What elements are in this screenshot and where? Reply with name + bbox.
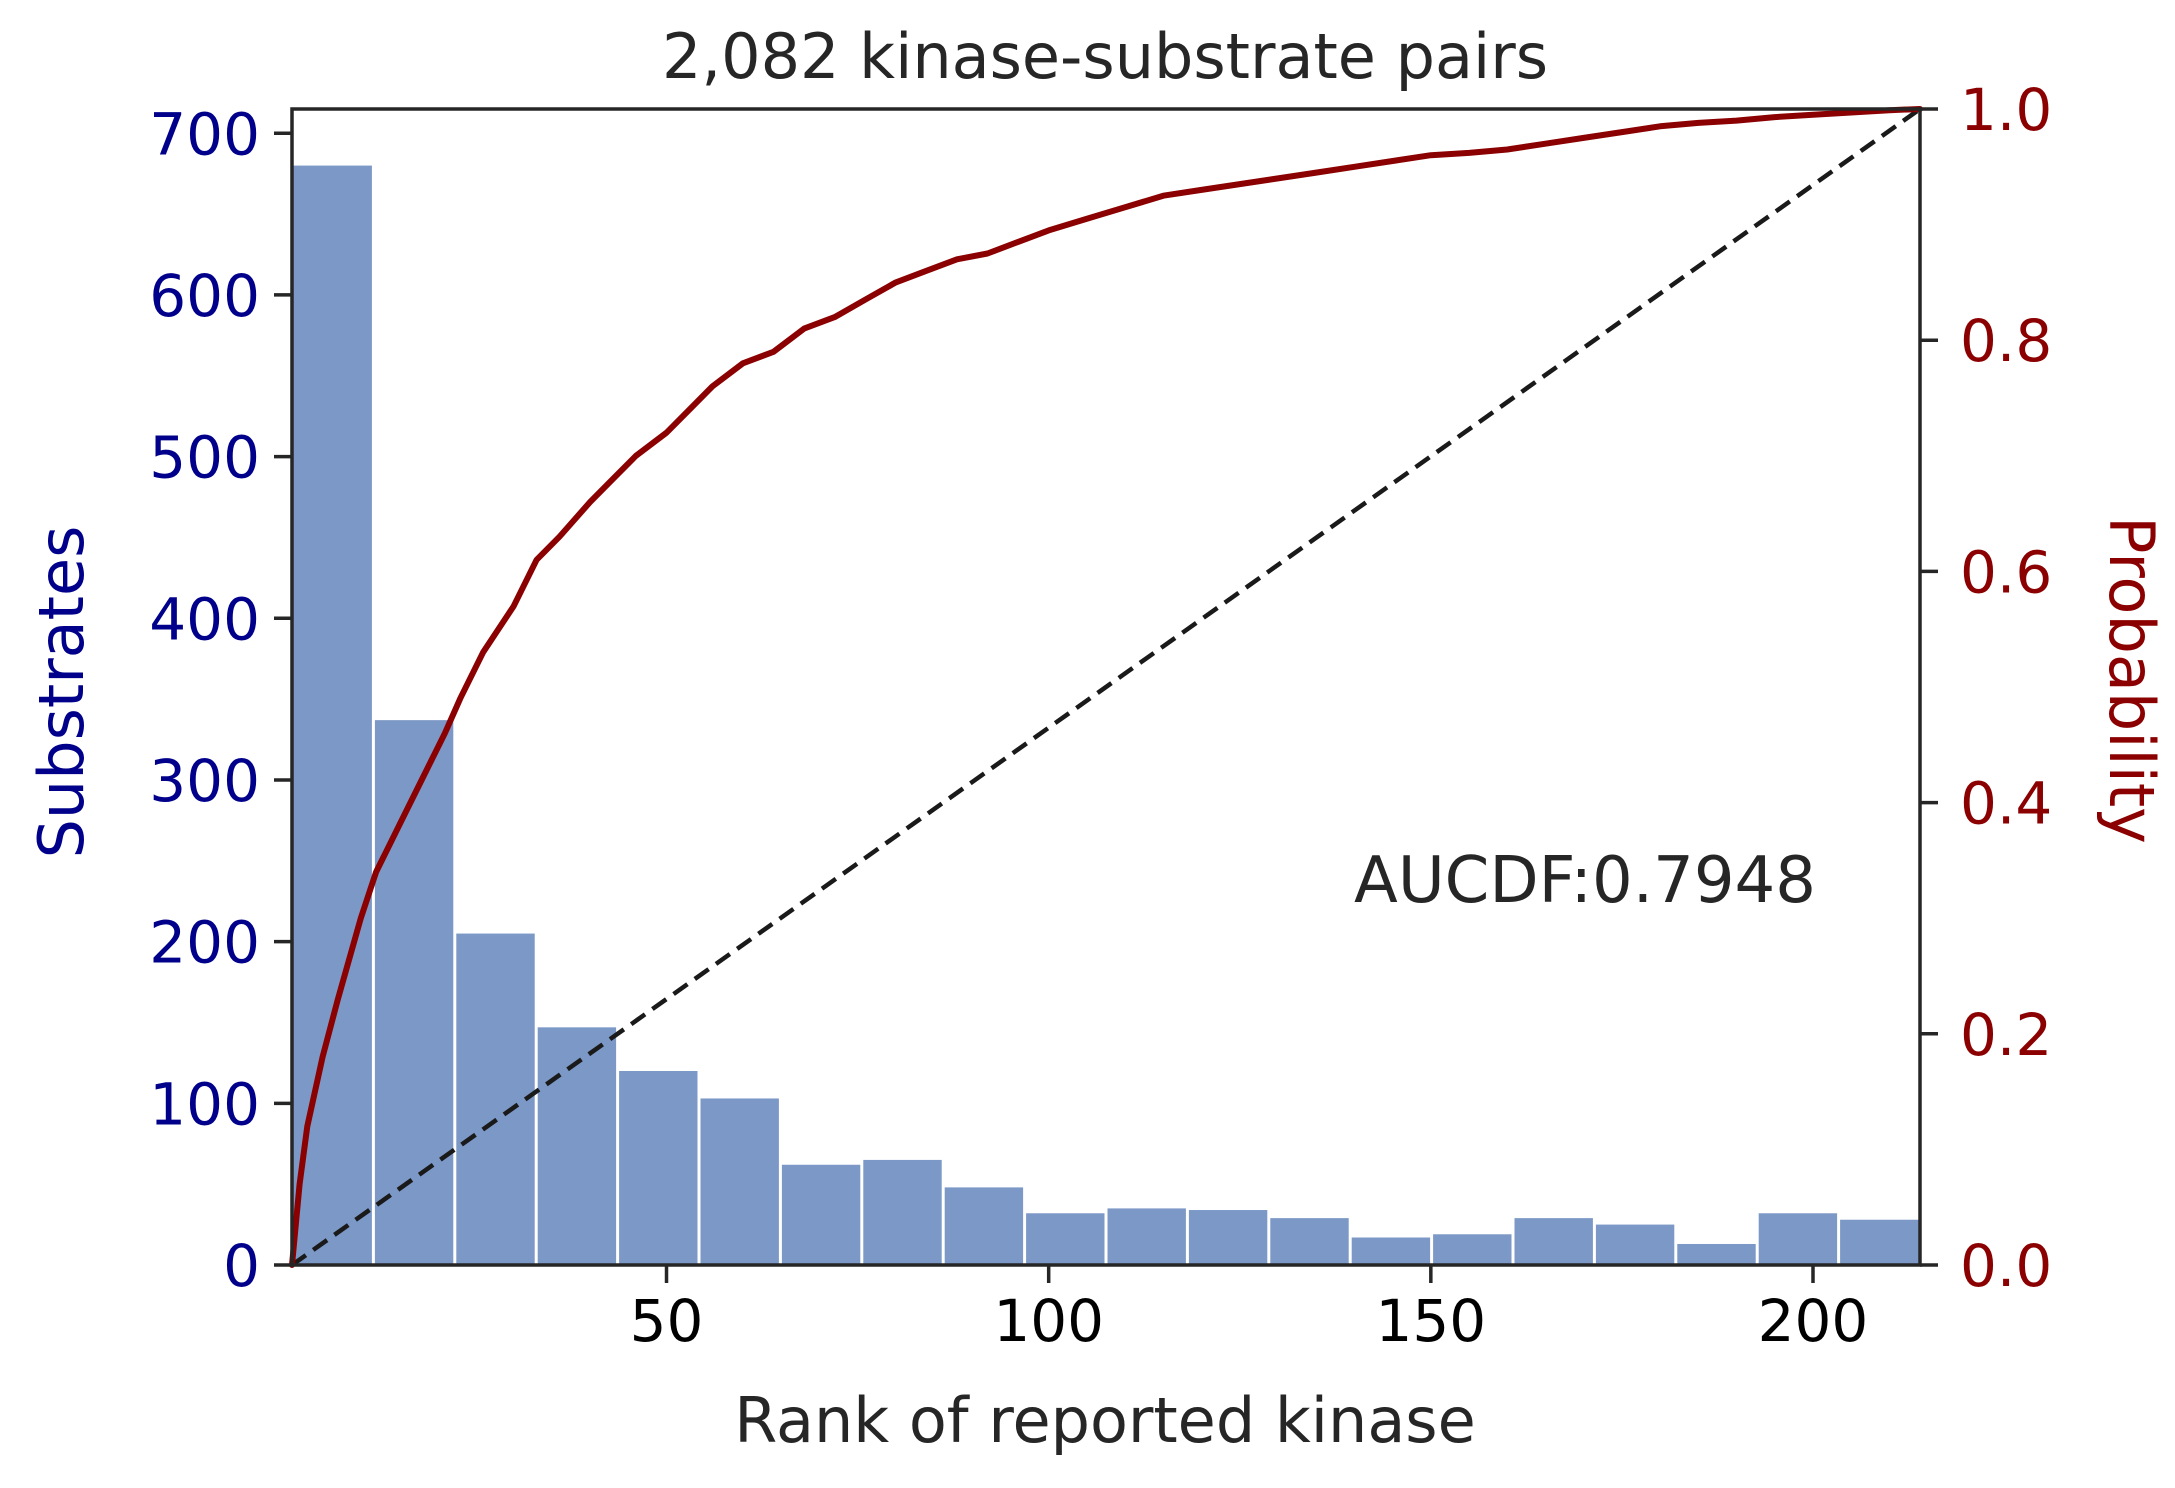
y-tick-label-right: 1.0	[1960, 76, 2052, 144]
x-tick-label: 150	[1375, 1287, 1486, 1355]
histogram-bar	[537, 1027, 617, 1265]
histogram-bar	[700, 1098, 779, 1265]
histogram-bar	[1026, 1213, 1105, 1265]
y-tick-label-left: 300	[149, 747, 260, 815]
histogram-bar	[456, 933, 535, 1265]
y-tick-label-left: 700	[149, 100, 260, 168]
y-axis-label-right: Probability	[2095, 516, 2168, 844]
x-axis-label: Rank of reported kinase	[734, 1384, 1476, 1457]
cdf-line	[289, 106, 1923, 1268]
y-tick-label-left: 400	[149, 585, 260, 653]
y-tick-label-right: 0.6	[1960, 538, 2052, 606]
aucdf-annotation: AUCDF:0.7948	[1354, 844, 1816, 918]
x-tick-label: 50	[630, 1287, 704, 1355]
lines-layer	[289, 106, 1923, 1268]
histogram-bar	[1758, 1213, 1838, 1265]
histogram-bar	[863, 1159, 942, 1265]
y-tick-label-left: 500	[149, 424, 260, 492]
y-axis-label-left: Substrates	[25, 526, 98, 859]
histogram-bar	[781, 1164, 861, 1265]
histogram-bar	[1351, 1237, 1431, 1265]
y-tick-label-left: 600	[149, 262, 260, 330]
histogram-bar	[1188, 1210, 1268, 1265]
histogram-bar	[374, 720, 454, 1265]
y-tick-label-right: 0.0	[1960, 1232, 2052, 1300]
histogram-bar	[944, 1187, 1024, 1265]
x-tick-label: 200	[1758, 1287, 1869, 1355]
histogram-bars	[293, 165, 1919, 1266]
y-tick-label-right: 0.8	[1960, 307, 2052, 375]
histogram-bar	[1433, 1234, 1512, 1265]
axes: 0 100 200 300 400 500 600 700 0.0 0.2 0.4 0.6 0.8 1.0…	[149, 76, 2052, 1355]
plot-frame	[290, 107, 1922, 1267]
histogram-bar	[1514, 1218, 1593, 1265]
y-tick-label-right: 0.4	[1960, 770, 2052, 838]
histogram-bar	[1677, 1243, 1756, 1265]
y-tick-label-left: 200	[149, 909, 260, 977]
histogram-bar	[619, 1070, 698, 1265]
y-tick-label-left: 100	[149, 1070, 260, 1138]
x-tick-label: 100	[993, 1287, 1104, 1355]
histogram-bar	[1270, 1218, 1349, 1265]
y-tick-label-right: 0.2	[1960, 1001, 2052, 1069]
histogram-bar	[293, 165, 372, 1266]
y-tick-label-left: 0	[223, 1232, 260, 1300]
diagonal-reference-line	[290, 107, 1922, 1267]
histogram-bar	[1840, 1219, 1919, 1265]
histogram-bar	[1595, 1224, 1675, 1265]
chart-title: 2,082 kinase-substrate pairs	[662, 20, 1548, 93]
histogram-bar	[1107, 1208, 1186, 1265]
